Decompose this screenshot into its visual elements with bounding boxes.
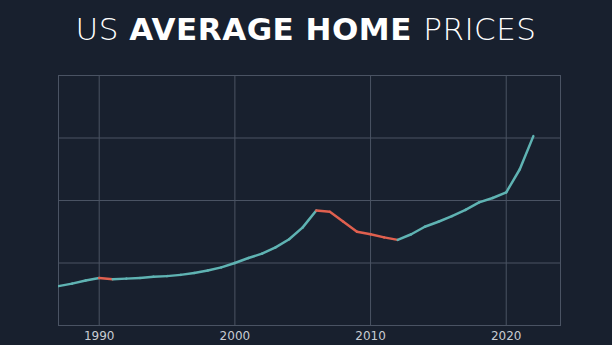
svg-text:2010: 2010 — [355, 329, 386, 343]
svg-text:1990: 1990 — [84, 329, 115, 343]
svg-text:2000: 2000 — [220, 329, 251, 343]
svg-text:2020: 2020 — [491, 329, 522, 343]
html-text:US AVERAGE HOME PRICES: US AVERAGE HOME PRICES — [75, 11, 537, 47]
